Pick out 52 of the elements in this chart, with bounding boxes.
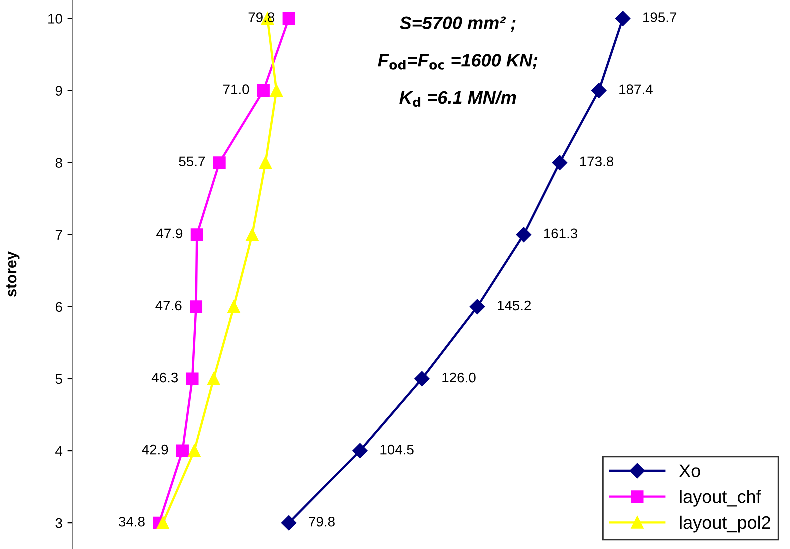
data-label: 161.3 [544, 228, 578, 239]
point [208, 372, 220, 386]
annotation: K$_{d}$ =6.1 MN/m [400, 90, 516, 108]
data-label: 173.8 [580, 156, 614, 167]
point [213, 156, 226, 170]
data-label: 79.8 [309, 516, 335, 527]
point [592, 83, 607, 98]
point [270, 84, 283, 98]
point [259, 156, 272, 170]
y-tick-label: 7 [56, 230, 62, 240]
legend-label: Xo [679, 464, 700, 478]
data-label: 145.2 [498, 300, 532, 311]
point [257, 84, 270, 98]
y-axis-title: storey [6, 252, 20, 297]
point [282, 12, 296, 25]
point [176, 444, 189, 458]
data-label: 55.7 [179, 156, 206, 167]
point [470, 299, 486, 314]
y-tick-label: 4 [56, 446, 63, 456]
point [281, 515, 297, 531]
point [352, 443, 368, 459]
annotation: F$_{od}$=F$_{oc}$ =1600 KN; [378, 54, 538, 70]
y-tick-label: 8 [56, 158, 62, 168]
data-label: 42.9 [142, 444, 168, 455]
point [516, 227, 532, 242]
point [156, 516, 170, 530]
data-label: 47.6 [156, 300, 182, 311]
point [190, 300, 203, 314]
y-tick-label: 9 [56, 86, 62, 96]
data-label: 47.9 [156, 228, 183, 239]
legend-label: layout_pol2 [680, 516, 770, 533]
legend-label: layout_chf [680, 490, 762, 507]
y-tick-label: 6 [56, 302, 62, 312]
y-tick-label: 3 [56, 518, 62, 528]
data-label: 71.0 [223, 84, 250, 95]
annotation: S=5700 mm² ; [400, 16, 516, 32]
data-label: 46.3 [152, 372, 178, 383]
point [190, 228, 204, 242]
data-label: 195.7 [644, 12, 677, 22]
data-label: 126.0 [442, 372, 476, 383]
y-tick-label: 10 [48, 14, 62, 24]
data-label: 104.5 [380, 444, 414, 455]
point [615, 11, 631, 26]
y-tick-label: 5 [56, 374, 62, 384]
point [188, 444, 201, 458]
point [186, 372, 199, 386]
data-label: 34.8 [118, 516, 145, 527]
point [246, 228, 259, 242]
point [228, 300, 240, 314]
data-label: 187.4 [620, 84, 653, 95]
point [414, 371, 430, 387]
point [552, 155, 568, 170]
